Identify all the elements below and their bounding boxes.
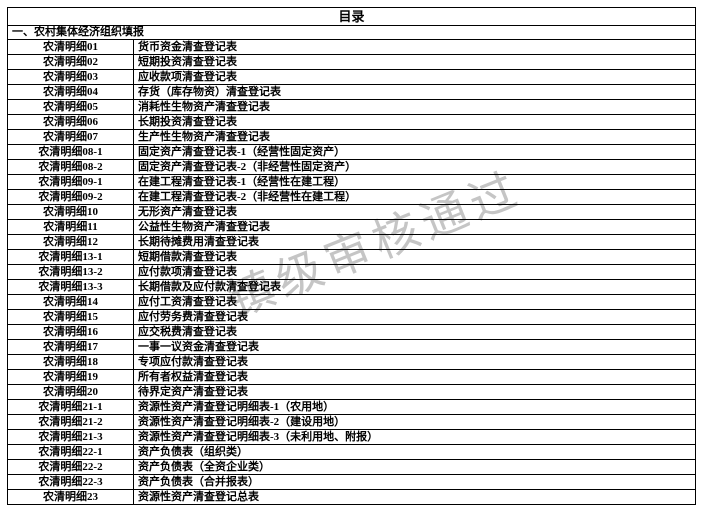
toc-rows: 农清明细01 货币资金清查登记表 农清明细02 短期投资清查登记表 农清明细03…: [7, 39, 696, 505]
form-code: 农清明细16: [7, 324, 134, 340]
form-name: 固定资产清查登记表-2（非经营性固定资产）: [133, 159, 696, 175]
table-row: 农清明细08-1 固定资产清查登记表-1（经营性固定资产）: [7, 144, 696, 160]
form-code: 农清明细08-2: [7, 159, 134, 175]
form-name: 长期待摊费用清查登记表: [133, 234, 696, 250]
table-row: 农清明细15 应付劳务费清查登记表: [7, 309, 696, 325]
form-name: 长期借款及应付款清查登记表: [133, 279, 696, 295]
table-row: 农清明细13-1 短期借款清查登记表: [7, 249, 696, 265]
form-name: 应交税费清查登记表: [133, 324, 696, 340]
form-code: 农清明细02: [7, 54, 134, 70]
toc-table: 目录 一、农村集体经济组织填报 农清明细01 货币资金清查登记表 农清明细02 …: [7, 7, 696, 505]
table-row: 农清明细13-2 应付款项清查登记表: [7, 264, 696, 280]
table-row: 农清明细11 公益性生物资产清查登记表: [7, 219, 696, 235]
form-name: 在建工程清查登记表-2（非经营性在建工程）: [133, 189, 696, 205]
form-name: 资源性资产清查登记明细表-2（建设用地）: [133, 414, 696, 430]
table-row: 农清明细12 长期待摊费用清查登记表: [7, 234, 696, 250]
form-code: 农清明细22-1: [7, 444, 134, 460]
table-row: 农清明细14 应付工资清查登记表: [7, 294, 696, 310]
table-row: 农清明细21-1 资源性资产清查登记明细表-1（农用地）: [7, 399, 696, 415]
form-name: 资产负债表（全资企业类）: [133, 459, 696, 475]
table-row: 农清明细16 应交税费清查登记表: [7, 324, 696, 340]
form-name: 在建工程清查登记表-1（经营性在建工程）: [133, 174, 696, 190]
form-code: 农清明细09-1: [7, 174, 134, 190]
form-code: 农清明细15: [7, 309, 134, 325]
form-code: 农清明细19: [7, 369, 134, 385]
table-row: 农清明细18 专项应付款清查登记表: [7, 354, 696, 370]
form-name: 短期借款清查登记表: [133, 249, 696, 265]
table-row: 农清明细01 货币资金清查登记表: [7, 39, 696, 55]
table-row: 农清明细23 资源性资产清查登记总表: [7, 489, 696, 505]
form-code: 农清明细04: [7, 84, 134, 100]
form-code: 农清明细10: [7, 204, 134, 220]
form-code: 农清明细18: [7, 354, 134, 370]
form-name: 存货（库存物资）清查登记表: [133, 84, 696, 100]
form-code: 农清明细12: [7, 234, 134, 250]
table-row: 农清明细21-3 资源性资产清查登记明细表-3（未利用地、附报）: [7, 429, 696, 445]
table-row: 农清明细09-2 在建工程清查登记表-2（非经营性在建工程）: [7, 189, 696, 205]
form-name: 公益性生物资产清查登记表: [133, 219, 696, 235]
form-name: 待界定资产清查登记表: [133, 384, 696, 400]
table-row: 农清明细13-3 长期借款及应付款清查登记表: [7, 279, 696, 295]
table-row: 农清明细05 消耗性生物资产清查登记表: [7, 99, 696, 115]
form-name: 生产性生物资产清查登记表: [133, 129, 696, 145]
table-row: 农清明细02 短期投资清查登记表: [7, 54, 696, 70]
table-row: 农清明细22-3 资产负债表（合并报表）: [7, 474, 696, 490]
form-name: 资产负债表（合并报表）: [133, 474, 696, 490]
table-row: 农清明细09-1 在建工程清查登记表-1（经营性在建工程）: [7, 174, 696, 190]
form-name: 应付劳务费清查登记表: [133, 309, 696, 325]
form-name: 长期投资清查登记表: [133, 114, 696, 130]
table-row: 农清明细17 一事一议资金清查登记表: [7, 339, 696, 355]
form-code: 农清明细03: [7, 69, 134, 85]
form-code: 农清明细05: [7, 99, 134, 115]
table-row: 农清明细08-2 固定资产清查登记表-2（非经营性固定资产）: [7, 159, 696, 175]
form-name: 应收款项清查登记表: [133, 69, 696, 85]
table-row: 农清明细07 生产性生物资产清查登记表: [7, 129, 696, 145]
table-row: 农清明细20 待界定资产清查登记表: [7, 384, 696, 400]
form-name: 资源性资产清查登记明细表-3（未利用地、附报）: [133, 429, 696, 445]
section-heading: 一、农村集体经济组织填报: [7, 25, 696, 40]
form-code: 农清明细21-3: [7, 429, 134, 445]
form-code: 农清明细17: [7, 339, 134, 355]
table-row: 农清明细03 应收款项清查登记表: [7, 69, 696, 85]
form-name: 资产负债表（组织类）: [133, 444, 696, 460]
form-code: 农清明细13-1: [7, 249, 134, 265]
table-row: 农清明细22-1 资产负债表（组织类）: [7, 444, 696, 460]
table-row: 农清明细22-2 资产负债表（全资企业类）: [7, 459, 696, 475]
table-row: 农清明细10 无形资产清查登记表: [7, 204, 696, 220]
form-code: 农清明细21-2: [7, 414, 134, 430]
form-code: 农清明细20: [7, 384, 134, 400]
form-code: 农清明细13-2: [7, 264, 134, 280]
form-name: 消耗性生物资产清查登记表: [133, 99, 696, 115]
form-code: 农清明细08-1: [7, 144, 134, 160]
form-code: 农清明细21-1: [7, 399, 134, 415]
form-name: 货币资金清查登记表: [133, 39, 696, 55]
form-name: 固定资产清查登记表-1（经营性固定资产）: [133, 144, 696, 160]
title-row: 目录: [7, 7, 696, 26]
form-code: 农清明细11: [7, 219, 134, 235]
form-code: 农清明细06: [7, 114, 134, 130]
table-row: 农清明细04 存货（库存物资）清查登记表: [7, 84, 696, 100]
form-code: 农清明细22-3: [7, 474, 134, 490]
form-name: 无形资产清查登记表: [133, 204, 696, 220]
form-name: 短期投资清查登记表: [133, 54, 696, 70]
form-code: 农清明细14: [7, 294, 134, 310]
form-code: 农清明细22-2: [7, 459, 134, 475]
table-row: 农清明细06 长期投资清查登记表: [7, 114, 696, 130]
form-code: 农清明细09-2: [7, 189, 134, 205]
section-row: 一、农村集体经济组织填报: [7, 25, 696, 40]
form-name: 专项应付款清查登记表: [133, 354, 696, 370]
form-name: 资源性资产清查登记总表: [133, 489, 696, 505]
form-name: 应付款项清查登记表: [133, 264, 696, 280]
table-row: 农清明细21-2 资源性资产清查登记明细表-2（建设用地）: [7, 414, 696, 430]
form-code: 农清明细07: [7, 129, 134, 145]
page-title: 目录: [7, 7, 696, 26]
form-name: 所有者权益清查登记表: [133, 369, 696, 385]
form-code: 农清明细23: [7, 489, 134, 505]
form-name: 应付工资清查登记表: [133, 294, 696, 310]
table-row: 农清明细19 所有者权益清查登记表: [7, 369, 696, 385]
form-name: 一事一议资金清查登记表: [133, 339, 696, 355]
form-code: 农清明细13-3: [7, 279, 134, 295]
form-code: 农清明细01: [7, 39, 134, 55]
form-name: 资源性资产清查登记明细表-1（农用地）: [133, 399, 696, 415]
